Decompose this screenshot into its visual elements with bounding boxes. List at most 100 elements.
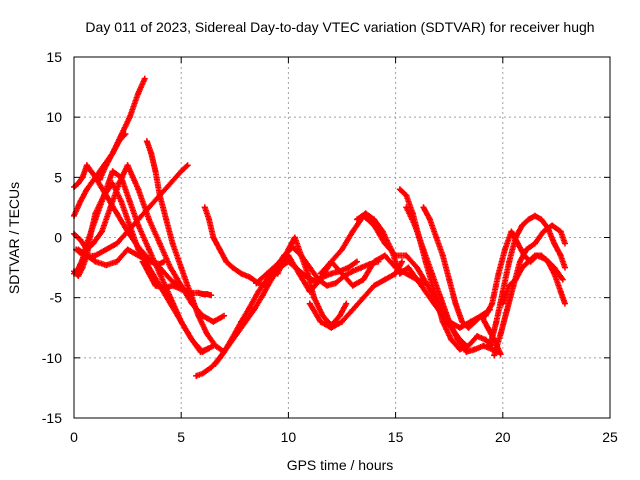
data-point <box>551 270 558 277</box>
x-tick-label: 20 <box>495 429 511 445</box>
data-point <box>328 258 335 265</box>
data-point <box>116 138 123 145</box>
data-point <box>184 162 191 169</box>
data-point <box>349 268 356 275</box>
data-point <box>354 258 361 265</box>
y-tick-label: 0 <box>54 230 62 246</box>
data-point <box>79 174 86 181</box>
data-point <box>98 228 105 235</box>
data-point <box>184 288 191 295</box>
data-point <box>135 252 142 259</box>
data-point <box>403 204 410 211</box>
data-point <box>557 252 564 259</box>
data-point <box>169 282 176 289</box>
series-track-15 <box>274 234 350 329</box>
data-point <box>523 246 530 253</box>
data-point <box>411 222 418 229</box>
data-point <box>139 258 146 265</box>
data-point <box>559 276 566 283</box>
data-point <box>83 186 90 193</box>
data-point <box>429 270 436 277</box>
data-point <box>499 300 506 307</box>
data-point <box>77 236 84 243</box>
x-tick-label: 15 <box>388 429 404 445</box>
data-point <box>491 352 498 359</box>
data-point <box>360 276 367 283</box>
data-point <box>506 258 513 265</box>
data-point <box>362 210 369 217</box>
data-point <box>465 324 472 331</box>
data-point <box>146 246 153 253</box>
data-point <box>519 222 526 229</box>
data-point <box>135 90 142 97</box>
data-point <box>471 318 478 325</box>
data-point <box>339 246 345 253</box>
data-point <box>465 342 472 349</box>
data-point <box>178 168 185 175</box>
data-point <box>504 306 511 313</box>
data-point <box>497 330 504 337</box>
data-point <box>152 282 159 289</box>
data-point <box>403 192 410 199</box>
data-point <box>561 264 568 271</box>
data-point <box>103 162 110 169</box>
data-point <box>212 342 219 349</box>
data-point <box>146 270 153 277</box>
grid-lines <box>74 57 610 418</box>
data-point <box>448 336 455 343</box>
data-point <box>531 212 538 219</box>
data-point <box>516 258 523 265</box>
data-point <box>255 288 262 295</box>
data-point <box>557 288 564 295</box>
data-point <box>92 252 99 259</box>
data-point <box>83 252 90 259</box>
data-point <box>544 258 551 265</box>
data-point <box>156 264 163 271</box>
data-point <box>259 292 266 299</box>
data-point <box>161 285 168 292</box>
data-points <box>71 75 568 379</box>
x-tick-label: 0 <box>70 429 78 445</box>
data-point <box>75 246 82 253</box>
data-point <box>152 168 159 175</box>
data-point <box>317 318 324 325</box>
data-point <box>188 289 195 296</box>
y-tick-label: 10 <box>46 109 62 125</box>
data-point <box>493 318 500 325</box>
series-track-20 <box>403 204 502 355</box>
y-axis-label: SDTVAR / TECUs <box>6 182 22 294</box>
data-point <box>439 318 446 325</box>
data-point <box>116 180 123 187</box>
data-point <box>83 162 90 169</box>
data-point <box>379 228 386 235</box>
data-point <box>544 224 551 231</box>
data-point <box>167 300 174 307</box>
data-point <box>339 270 345 277</box>
data-point <box>201 204 208 211</box>
data-point <box>422 288 429 295</box>
data-point <box>188 336 195 343</box>
data-point <box>525 258 532 265</box>
data-point <box>349 228 356 235</box>
data-point <box>163 216 170 223</box>
data-point <box>540 228 547 235</box>
data-point <box>474 333 481 340</box>
axis-ticks <box>73 56 611 419</box>
data-point <box>433 234 440 241</box>
data-point <box>557 228 564 235</box>
y-tick-label: 15 <box>46 49 62 65</box>
series-track-25 <box>499 252 568 307</box>
data-point <box>304 270 311 277</box>
data-point <box>298 252 305 259</box>
x-tick-label: 5 <box>177 429 185 445</box>
data-point <box>538 252 545 259</box>
data-point <box>75 273 82 280</box>
data-point <box>203 291 210 298</box>
y-tick-label: -15 <box>42 410 62 426</box>
data-point <box>538 216 545 223</box>
data-point <box>371 216 378 223</box>
x-axis-label: GPS time / hours <box>287 457 394 473</box>
tick-labels: 0 5 10 15 20 25 -15 -10 -5 0 5 10 15 <box>42 49 618 445</box>
data-point <box>525 216 532 223</box>
data-point <box>238 270 245 277</box>
